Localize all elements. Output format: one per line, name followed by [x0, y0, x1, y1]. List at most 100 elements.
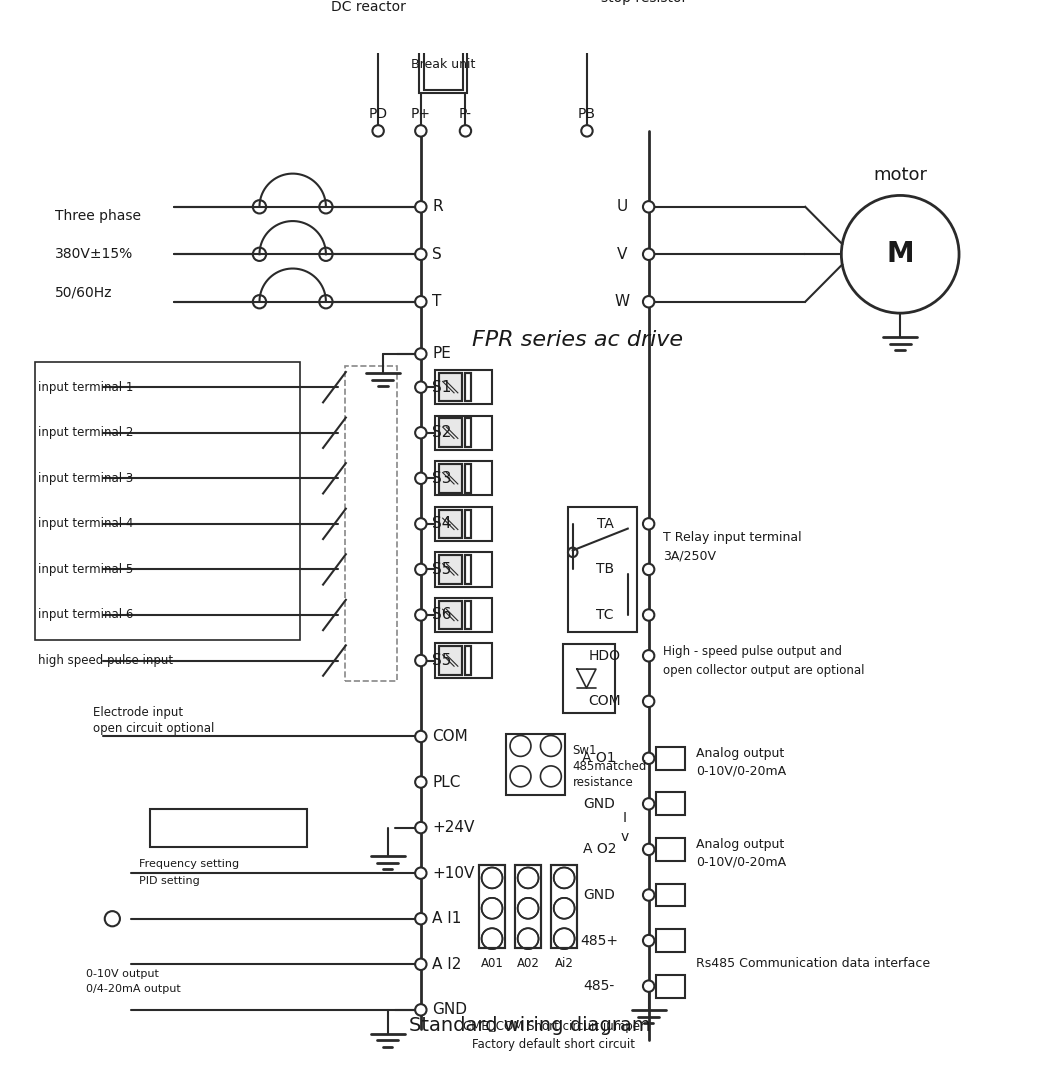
- Text: GND: GND: [583, 888, 615, 902]
- Text: PD: PD: [369, 107, 388, 121]
- Text: resistance: resistance: [572, 775, 634, 789]
- Bar: [479, 865, 506, 948]
- Text: 380V±15%: 380V±15%: [55, 248, 134, 262]
- Circle shape: [643, 981, 654, 992]
- Bar: [515, 865, 542, 948]
- Bar: [656, 974, 685, 998]
- Text: COM: COM: [588, 695, 621, 709]
- Bar: [439, 646, 462, 674]
- Circle shape: [416, 731, 426, 742]
- Text: input terminal 5: input terminal 5: [38, 563, 134, 576]
- Bar: [151, 808, 307, 847]
- Circle shape: [416, 1004, 426, 1015]
- Bar: [465, 464, 471, 492]
- Circle shape: [643, 564, 654, 575]
- Text: A O2: A O2: [583, 843, 616, 857]
- Text: S3: S3: [432, 471, 452, 486]
- Circle shape: [416, 249, 426, 260]
- Text: Frequency setting: Frequency setting: [139, 859, 240, 868]
- Bar: [439, 418, 462, 447]
- Text: TB: TB: [596, 563, 614, 577]
- Text: open collector output are optional: open collector output are optional: [662, 665, 864, 678]
- Bar: [656, 838, 685, 861]
- Text: Rs485 Communication data interface: Rs485 Communication data interface: [696, 957, 931, 970]
- Bar: [439, 464, 462, 492]
- Text: Sw1: Sw1: [572, 744, 597, 757]
- Text: CME与COM Short circuit jumper: CME与COM Short circuit jumper: [463, 1021, 644, 1033]
- Bar: [435, 598, 492, 632]
- Text: TA: TA: [597, 517, 614, 531]
- Text: A O1: A O1: [583, 751, 616, 765]
- Bar: [465, 600, 471, 629]
- Circle shape: [416, 655, 426, 666]
- Bar: [435, 416, 492, 450]
- Text: S: S: [432, 247, 442, 262]
- Bar: [435, 643, 492, 678]
- Text: A02: A02: [516, 957, 540, 970]
- Circle shape: [643, 890, 654, 900]
- Text: T Relay input terminal: T Relay input terminal: [662, 531, 801, 544]
- Circle shape: [643, 650, 654, 661]
- Circle shape: [643, 249, 654, 260]
- Bar: [465, 509, 471, 538]
- Circle shape: [643, 844, 654, 855]
- Bar: [35, 362, 300, 640]
- Text: 50/60Hz: 50/60Hz: [55, 285, 113, 299]
- Text: TC: TC: [596, 608, 614, 622]
- Bar: [465, 555, 471, 583]
- Text: 485+: 485+: [580, 934, 618, 948]
- Circle shape: [643, 609, 654, 621]
- Bar: [551, 865, 578, 948]
- Circle shape: [416, 348, 426, 359]
- Text: R: R: [432, 199, 443, 214]
- Circle shape: [416, 913, 426, 924]
- Bar: [506, 1, 547, 21]
- Text: S4: S4: [432, 517, 452, 532]
- Text: v: v: [621, 830, 629, 844]
- Text: PID setting: PID setting: [139, 876, 199, 885]
- Text: input terminal 4: input terminal 4: [38, 518, 134, 531]
- Bar: [419, 36, 467, 93]
- Text: S2: S2: [432, 426, 452, 441]
- Text: input terminal 6: input terminal 6: [38, 609, 134, 622]
- Text: input terminal 2: input terminal 2: [38, 427, 134, 440]
- Text: Analog output: Analog output: [696, 747, 784, 760]
- Text: 0-10V output: 0-10V output: [86, 969, 159, 979]
- Circle shape: [373, 31, 383, 41]
- Text: S5: S5: [432, 562, 452, 577]
- Bar: [439, 509, 462, 538]
- Text: 485matched: 485matched: [572, 760, 647, 773]
- Text: 0-10V/0-20mA: 0-10V/0-20mA: [696, 764, 787, 777]
- Bar: [435, 507, 492, 541]
- Bar: [439, 464, 462, 492]
- Text: FPR series ac drive: FPR series ac drive: [472, 330, 683, 349]
- Circle shape: [643, 935, 654, 947]
- Text: GND: GND: [583, 796, 615, 810]
- Bar: [439, 555, 462, 583]
- Text: P-: P-: [459, 107, 472, 121]
- Text: A I1: A I1: [432, 911, 461, 926]
- Text: +24V: +24V: [432, 820, 475, 835]
- Text: I: I: [623, 812, 626, 825]
- Bar: [465, 509, 471, 538]
- Text: Electrode input: Electrode input: [93, 706, 183, 719]
- Circle shape: [416, 473, 426, 483]
- Bar: [439, 373, 462, 401]
- Text: HDO: HDO: [589, 649, 621, 662]
- Bar: [465, 418, 471, 447]
- Bar: [465, 646, 471, 674]
- Circle shape: [416, 202, 426, 212]
- Text: Factory default short circuit: Factory default short circuit: [473, 1038, 635, 1051]
- Text: motor: motor: [873, 165, 928, 183]
- Text: 485-: 485-: [584, 979, 615, 993]
- Circle shape: [643, 518, 654, 530]
- Text: Three phase: Three phase: [55, 209, 141, 223]
- Bar: [479, 865, 506, 948]
- Bar: [439, 600, 462, 629]
- Text: U: U: [617, 199, 628, 214]
- Circle shape: [416, 822, 426, 833]
- Bar: [568, 507, 637, 632]
- Text: High - speed pulse output and: High - speed pulse output and: [662, 644, 842, 657]
- Bar: [424, 39, 462, 90]
- Bar: [439, 555, 462, 583]
